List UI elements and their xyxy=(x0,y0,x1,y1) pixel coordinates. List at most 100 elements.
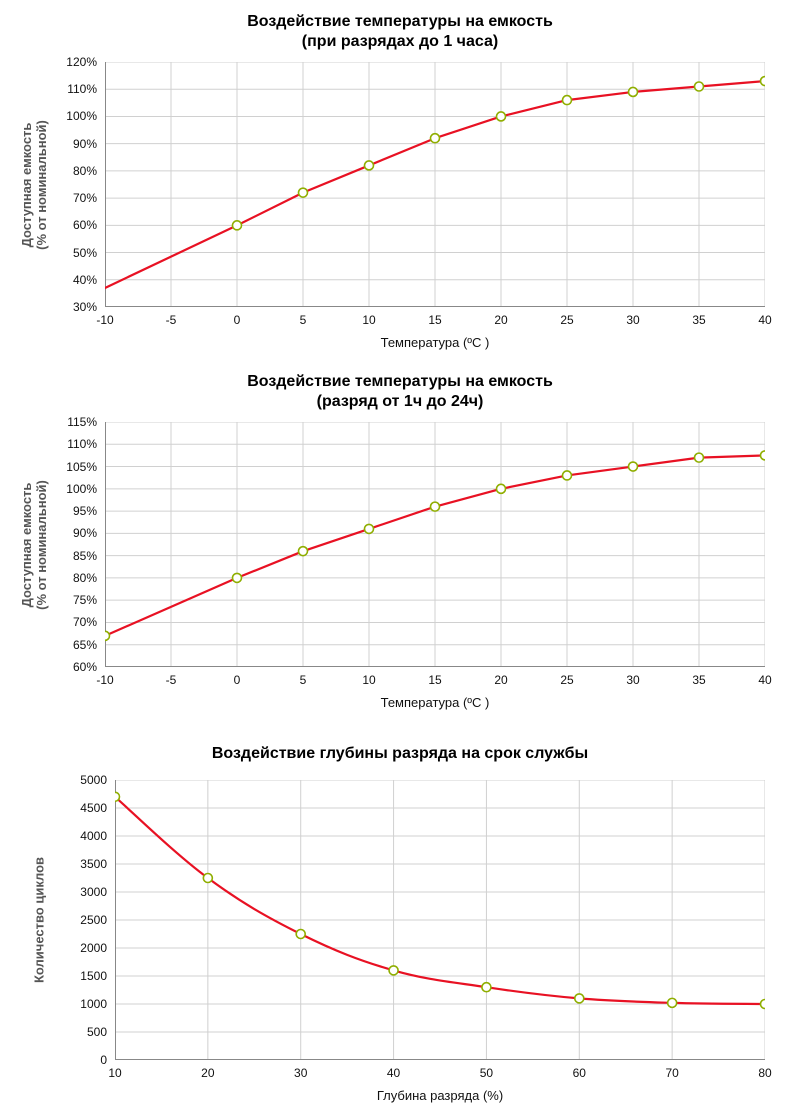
chart1-marker xyxy=(365,161,374,170)
chart1-xtick-label: 5 xyxy=(300,313,307,327)
chart2-marker xyxy=(365,524,374,533)
chart3-ytick-label: 1500 xyxy=(80,969,107,983)
chart3-xtick-label: 20 xyxy=(201,1066,214,1080)
chart1-ytick-label: 120% xyxy=(66,55,97,69)
chart1-marker xyxy=(233,221,242,230)
chart1-ytick-label: 40% xyxy=(73,273,97,287)
chart3-xtick-label: 40 xyxy=(387,1066,400,1080)
chart1-block: Воздействие температуры на емкость (при … xyxy=(0,8,800,358)
chart3-xtick-label: 60 xyxy=(573,1066,586,1080)
chart2-ytick-label: 110% xyxy=(67,437,97,451)
chart3-marker xyxy=(296,930,305,939)
chart1-xtick-label: -5 xyxy=(166,313,177,327)
chart2-ylabel: Доступная емкость (% от номинальной) xyxy=(20,480,50,610)
chart3-xtick-label: 30 xyxy=(294,1066,307,1080)
chart3-xtick-label: 80 xyxy=(758,1066,771,1080)
chart1-ytick-label: 70% xyxy=(73,191,97,205)
chart3-xtick-label: 10 xyxy=(108,1066,121,1080)
chart3-xtick-label: 70 xyxy=(665,1066,678,1080)
chart3-svg xyxy=(115,780,765,1060)
chart3-marker xyxy=(575,994,584,1003)
chart2-ytick-label: 80% xyxy=(73,571,97,585)
chart1-xtick-label: 30 xyxy=(626,313,639,327)
chart2-marker xyxy=(105,631,110,640)
chart2-xlabel: Температура (ºС ) xyxy=(381,695,490,710)
chart2-xtick-label: -5 xyxy=(166,673,177,687)
chart3-plot: 1020304050607080050010001500200025003000… xyxy=(115,780,765,1060)
chart1-xtick-label: 40 xyxy=(758,313,771,327)
chart2-xtick-label: 40 xyxy=(758,673,771,687)
chart3-ytick-label: 3500 xyxy=(80,857,107,871)
chart3-marker xyxy=(115,792,120,801)
chart3-ytick-label: 5000 xyxy=(80,773,107,787)
chart3-marker xyxy=(761,1000,766,1009)
chart1-svg xyxy=(105,62,765,307)
chart2-marker xyxy=(299,547,308,556)
chart2-xtick-label: -10 xyxy=(96,673,113,687)
chart1-xtick-label: 10 xyxy=(362,313,375,327)
chart1-ytick-label: 60% xyxy=(73,218,97,232)
chart1-xtick-label: -10 xyxy=(96,313,113,327)
chart3-ytick-label: 500 xyxy=(87,1025,107,1039)
chart1-xtick-label: 25 xyxy=(560,313,573,327)
chart3-ytick-label: 1000 xyxy=(80,997,107,1011)
chart3-marker xyxy=(668,998,677,1007)
chart1-ytick-label: 90% xyxy=(73,137,97,151)
chart2-marker xyxy=(695,453,704,462)
chart1-xtick-label: 0 xyxy=(234,313,241,327)
chart2-plot: -10-5051015202530354060%65%70%75%80%85%9… xyxy=(105,422,765,667)
chart1-ylabel: Доступная емкость (% от номинальной) xyxy=(20,120,50,250)
chart3-ytick-label: 4500 xyxy=(80,801,107,815)
chart1-ytick-label: 110% xyxy=(67,82,97,96)
chart2-xtick-label: 0 xyxy=(234,673,241,687)
chart3-xlabel: Глубина разряда (%) xyxy=(377,1088,503,1103)
chart2-ytick-label: 60% xyxy=(73,660,97,674)
chart2-marker xyxy=(629,462,638,471)
chart2-ytick-label: 90% xyxy=(73,526,97,540)
chart2-xtick-label: 10 xyxy=(362,673,375,687)
chart1-marker xyxy=(761,77,766,86)
chart2-ytick-label: 85% xyxy=(73,549,97,563)
chart2-svg xyxy=(105,422,765,667)
chart2-title: Воздействие температуры на емкость (разр… xyxy=(0,368,800,412)
chart1-ytick-label: 80% xyxy=(73,164,97,178)
chart2-ytick-label: 105% xyxy=(66,460,97,474)
chart3-title: Воздействие глубины разряда на срок служ… xyxy=(0,740,800,764)
chart2-marker xyxy=(563,471,572,480)
chart3-block: Воздействие глубины разряда на срок служ… xyxy=(0,740,800,1100)
chart2-ytick-label: 70% xyxy=(73,615,97,629)
chart3-ytick-label: 4000 xyxy=(80,829,107,843)
chart1-xtick-label: 20 xyxy=(494,313,507,327)
chart1-ytick-label: 50% xyxy=(73,246,97,260)
chart2-xtick-label: 25 xyxy=(560,673,573,687)
chart2-marker xyxy=(233,573,242,582)
chart1-marker xyxy=(299,188,308,197)
chart3-ylabel: Количество циклов xyxy=(33,857,48,983)
chart1-marker xyxy=(629,87,638,96)
chart2-marker xyxy=(497,484,506,493)
chart1-title: Воздействие температуры на емкость (при … xyxy=(0,8,800,52)
chart2-marker xyxy=(431,502,440,511)
chart2-marker xyxy=(761,451,766,460)
chart1-marker xyxy=(695,82,704,91)
chart1-xlabel: Температура (ºС ) xyxy=(381,335,490,350)
chart3-series-line xyxy=(115,797,765,1004)
chart1-marker xyxy=(563,96,572,105)
chart1-xtick-label: 35 xyxy=(692,313,705,327)
chart1-plot: -10-5051015202530354030%40%50%60%70%80%9… xyxy=(105,62,765,307)
chart3-marker xyxy=(389,966,398,975)
chart1-marker xyxy=(497,112,506,121)
chart2-xtick-label: 30 xyxy=(626,673,639,687)
chart3-ytick-label: 0 xyxy=(100,1053,107,1067)
chart3-ytick-label: 3000 xyxy=(80,885,107,899)
chart2-block: Воздействие температуры на емкость (разр… xyxy=(0,368,800,718)
chart3-marker xyxy=(482,983,491,992)
chart1-xtick-label: 15 xyxy=(428,313,441,327)
chart1-marker xyxy=(431,134,440,143)
chart2-xtick-label: 35 xyxy=(692,673,705,687)
chart2-xtick-label: 20 xyxy=(494,673,507,687)
chart3-ytick-label: 2500 xyxy=(80,913,107,927)
chart2-ytick-label: 75% xyxy=(73,593,97,607)
chart1-ytick-label: 100% xyxy=(66,109,97,123)
chart1-ytick-label: 30% xyxy=(73,300,97,314)
